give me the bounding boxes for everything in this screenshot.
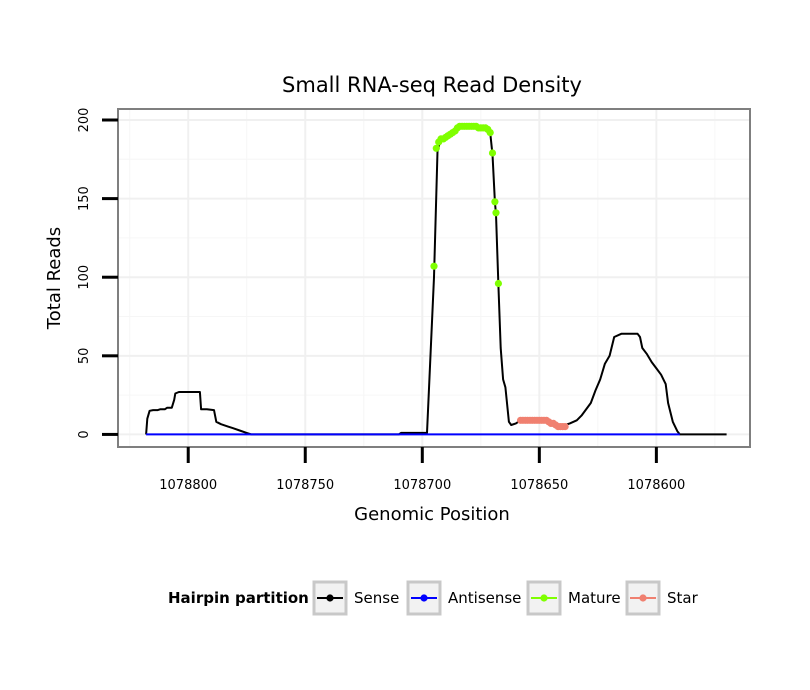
- x-tick-label: 1078750: [276, 478, 334, 493]
- data-point-mature: [494, 279, 502, 288]
- data-point-mature: [430, 262, 438, 270]
- legend-key-point-star: [639, 594, 647, 602]
- legend-key-point-mature: [540, 594, 548, 602]
- legend-label-star: Star: [667, 589, 699, 607]
- y-tick-label: 100: [77, 265, 92, 290]
- data-point-mature: [488, 149, 497, 157]
- x-tick-label: 1078600: [627, 478, 685, 493]
- plot-series: [145, 122, 727, 436]
- y-axis-label: Total Reads: [44, 227, 65, 330]
- chart-title: Small RNA-seq Read Density: [282, 73, 582, 97]
- x-tick-label: 1078800: [159, 478, 217, 493]
- y-tick-label: 50: [77, 348, 92, 365]
- data-point-mature: [491, 198, 499, 206]
- data-point-mature: [432, 144, 440, 152]
- data-point-star: [561, 423, 569, 431]
- legend: Hairpin partition Sense Antisense Mature St…: [168, 580, 699, 616]
- legend-key-point-sense: [326, 594, 334, 602]
- y-tick-label: 0: [77, 430, 92, 438]
- data-point-mature: [486, 129, 494, 137]
- x-axis-label: Genomic Position: [354, 504, 510, 525]
- x-tick-label: 1078700: [393, 478, 451, 493]
- legend-label-sense: Sense: [354, 589, 399, 607]
- legend-label-antisense: Antisense: [448, 589, 521, 607]
- axes: 1078800 1078750 1078700 1078650 1078600 0 50 10…: [77, 108, 685, 493]
- data-point-mature: [492, 209, 500, 217]
- legend-key-point-antisense: [420, 594, 428, 602]
- legend-title: Hairpin partition: [168, 589, 309, 607]
- legend-label-mature: Mature: [568, 589, 621, 607]
- y-tick-label: 200: [77, 108, 92, 133]
- x-tick-label: 1078650: [510, 478, 568, 493]
- y-tick-label: 150: [77, 186, 92, 211]
